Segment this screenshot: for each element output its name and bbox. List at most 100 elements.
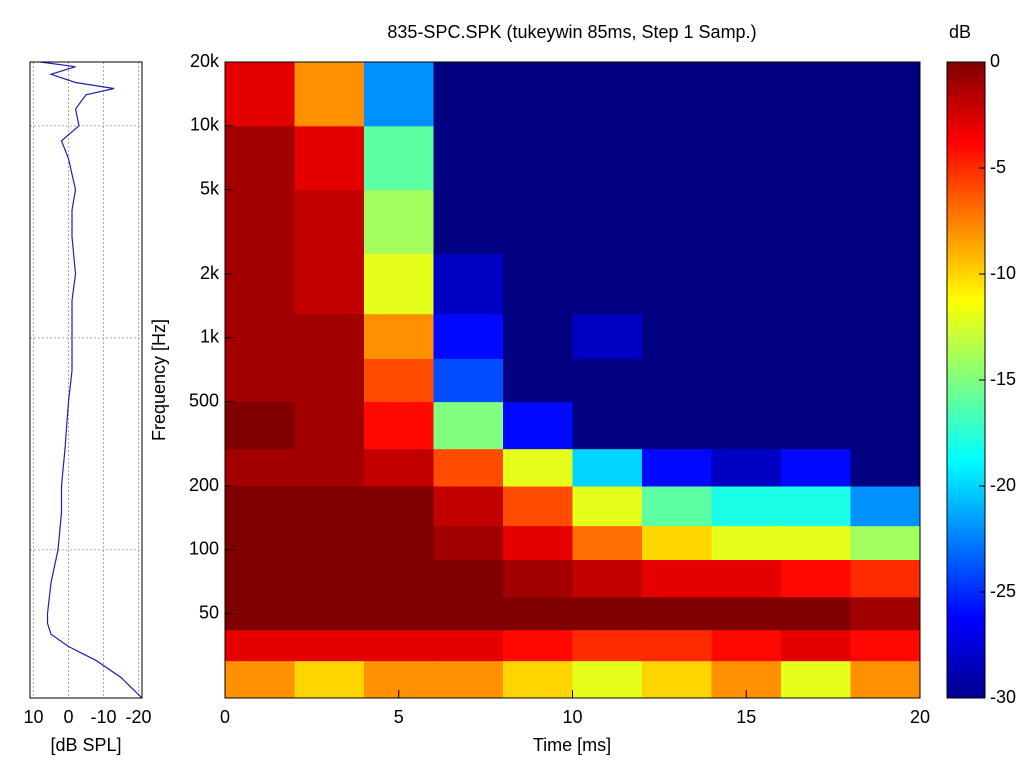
heat-cell [503,62,573,127]
x-tick-label: 15 [736,707,756,727]
heat-cell [364,559,434,598]
colorbar [946,61,986,699]
x-tick-label: 0 [63,707,73,727]
heat-cell [433,401,504,450]
heat-cell [572,660,643,699]
heat-cell [433,660,504,699]
heat-cell [850,358,921,403]
heat-cell [642,125,712,191]
y-tick-label: 500 [189,390,219,410]
heat-cell [711,125,782,191]
x-tick-label: 20 [910,707,930,727]
heat-cell [850,189,921,254]
heat-cell [433,62,504,127]
heat-cell [850,401,921,450]
heat-cell [503,660,573,699]
heat-cell [850,313,921,359]
heat-cell [711,62,782,127]
heat-cell [781,486,851,527]
heat-cell [781,559,851,598]
heat-cell [294,525,365,561]
heat-cell [433,596,504,631]
heat-cell [642,629,712,662]
heat-cell [294,358,365,403]
heat-cell [225,401,295,450]
y-tick-label: 2k [200,263,220,283]
y-tick-label: 10k [190,115,220,135]
heat-cell [711,596,782,631]
heat-cell [433,313,504,359]
heat-cell [642,486,712,527]
heat-cell [850,596,921,631]
heat-cell [294,559,365,598]
heat-cell [711,313,782,359]
heat-cell [225,358,295,403]
heat-cell [294,596,365,631]
heat-cell [850,125,921,191]
heat-cell [294,62,365,127]
heat-cell [711,486,782,527]
heat-cell [850,448,921,487]
heat-cell [364,448,434,487]
heat-cell [781,313,851,359]
heat-cell [711,189,782,254]
heat-cell [850,660,921,699]
heat-cell [225,189,295,254]
heat-cell [503,448,573,487]
x-axis-label: Time [ms] [533,735,611,755]
heat-cell [642,62,712,127]
heat-cell [572,448,643,487]
colorbar-tick-label: -10 [990,263,1016,283]
heat-cell [294,189,365,254]
heat-cell [225,313,295,359]
heat-cell [572,253,643,315]
heat-cell [642,189,712,254]
heat-cell [364,596,434,631]
chart-title: 835-SPC.SPK (tukeywin 85ms, Step 1 Samp.… [387,22,756,42]
x-tick-label: 5 [394,707,404,727]
heat-cell [503,253,573,315]
heat-cell [850,525,921,561]
heat-cell [364,189,434,254]
heat-cell [225,448,295,487]
x-tick-label: -20 [125,707,151,727]
heat-cell [503,401,573,450]
heat-cell [572,629,643,662]
heat-cell [225,62,295,127]
heat-cell [572,596,643,631]
heat-cell [572,62,643,127]
colorbar-tick-label: 0 [990,51,1000,71]
heat-cell [781,660,851,699]
heat-cell [850,559,921,598]
heat-cell [433,486,504,527]
heat-cell [642,525,712,561]
heat-cell [294,629,365,662]
heat-cell [642,313,712,359]
y-axis-label: Frequency [Hz] [149,319,169,441]
heat-cell [225,525,295,561]
response-plot: 10 0 -10 -20 [23,61,152,727]
heat-cell [503,629,573,662]
x-tick-label: 10 [23,707,43,727]
heat-cell [572,559,643,598]
heat-cell [364,358,434,403]
heat-cell [225,125,295,191]
heat-cell [503,189,573,254]
heat-cell [294,401,365,450]
heat-cell [294,486,365,527]
heat-cell [850,629,921,662]
heat-cell [433,448,504,487]
heat-cell [503,486,573,527]
heat-cell [433,629,504,662]
plot-frame [29,61,143,699]
heat-cell [364,629,434,662]
heat-cell [225,629,295,662]
heat-cell [503,596,573,631]
colorbar-tick-label: -20 [990,475,1016,495]
heat-cell [711,525,782,561]
heat-cell [781,62,851,127]
heat-cell [433,525,504,561]
heat-cell [572,313,643,359]
colorbar-tick-label: -25 [990,581,1016,601]
